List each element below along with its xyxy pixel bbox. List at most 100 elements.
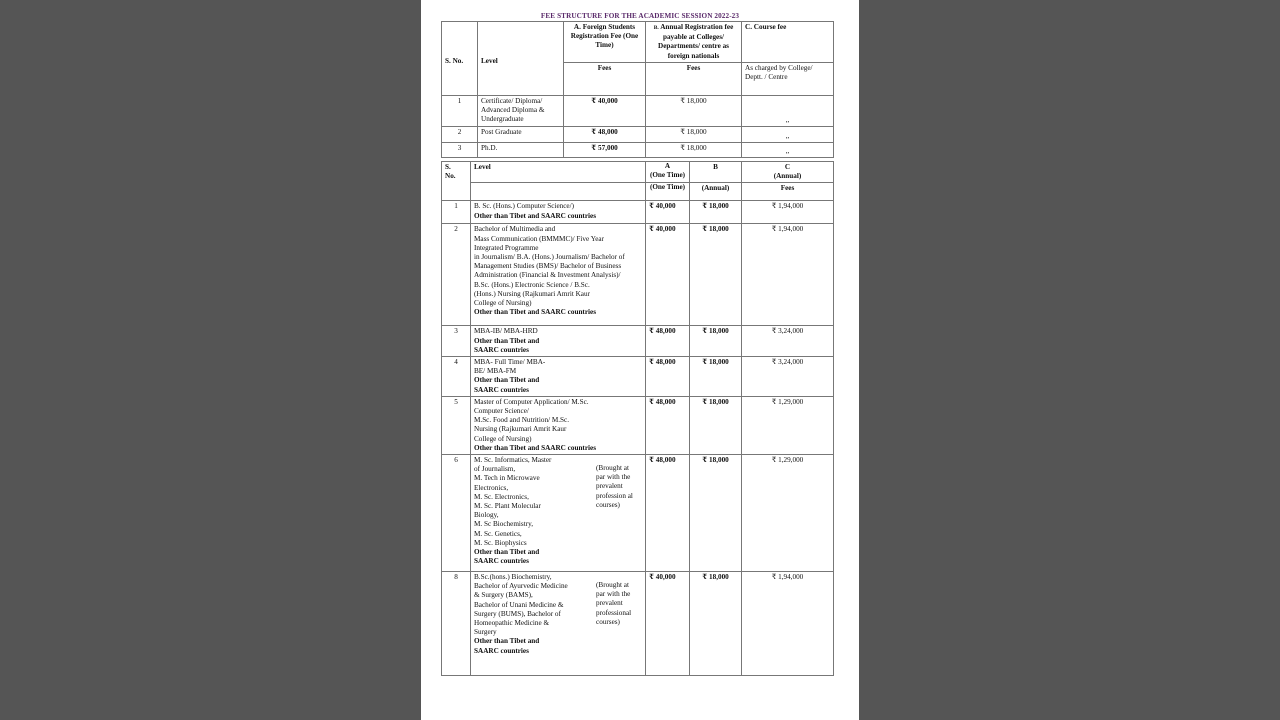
- row-fee-c: ₹ 1,29,000: [741, 454, 834, 573]
- row-fee-c: ₹ 3,24,000: [741, 325, 834, 358]
- row-level-text: B. Sc. (Hons.) Computer Science/): [474, 202, 575, 211]
- row-fee-c: ₹ 1,94,000: [741, 200, 834, 225]
- row-sno: 8: [441, 571, 471, 677]
- row-level: Ph.D.: [477, 142, 564, 158]
- row-sno: 2: [441, 223, 471, 327]
- row-side-note: (Brought at par with the prevalent profe…: [596, 464, 633, 509]
- row-level-text: Master of Computer Application/ M.Sc. Co…: [474, 397, 589, 443]
- row-level-note-bold: Other than Tibet and SAARC countries: [474, 211, 597, 220]
- row-sno: 1: [441, 95, 478, 127]
- row-fee-c: ,,: [741, 95, 834, 127]
- row-level: M. Sc. Informatics, Master of Journalism…: [470, 454, 646, 573]
- header-level: Level: [477, 21, 564, 96]
- row-fee-a: ₹ 40,000: [645, 200, 690, 225]
- header-c-sub: As charged by College/ Deptt. / Centre: [741, 62, 834, 96]
- header-b-text: Annual Registration fee payable at Colle…: [658, 23, 734, 60]
- header-a: A. Foreign Students Registration Fee (On…: [563, 21, 646, 63]
- table-row: 2 Post Graduate ₹ 48,000 ₹ 18,000,,: [441, 126, 834, 143]
- header-a: A (One Time): [645, 160, 690, 184]
- table-row: 1 Certificate/ Diploma/ Advanced Diploma …: [441, 95, 834, 127]
- row-fee-b: ₹ 18,000: [689, 325, 742, 358]
- course-fee-table: S. No. Level A (One Time) B C (Annual) (…: [441, 160, 834, 677]
- row-sno: 3: [441, 325, 471, 358]
- row-fee-c: ₹ 1,29,000: [741, 395, 834, 456]
- header-b-prefix: B.: [653, 25, 659, 31]
- header-level: Level: [470, 160, 646, 184]
- header-level-empty: [470, 182, 646, 202]
- table-row: 6 M. Sc. Informatics, Master of Journalis…: [441, 454, 834, 573]
- row-fee-a: ₹ 40,000: [645, 571, 690, 677]
- fee-summary-table: S. No. Level A. Foreign Students Registr…: [441, 21, 834, 158]
- row-level-text: M. Sc. Informatics, Master of Journalism…: [474, 456, 552, 547]
- row-fee-c: ₹ 1,94,000: [741, 571, 834, 677]
- header-sno: S. No.: [441, 21, 478, 96]
- dimmed-background-left: [0, 0, 421, 720]
- table-row: 1 B. Sc. (Hons.) Computer Science/) Other …: [441, 200, 834, 225]
- row-level: Master of Computer Application/ M.Sc. Co…: [470, 395, 646, 456]
- row-level: MBA-IB/ MBA-HRD Other than Tibet and SAAR…: [470, 325, 646, 358]
- row-fee-a: ₹ 57,000: [563, 142, 646, 158]
- row-sno: 6: [441, 454, 471, 573]
- row-fee-c: ₹ 3,24,000: [741, 356, 834, 397]
- row-fee-a: ₹ 48,000: [563, 126, 646, 143]
- document-title: FEE STRUCTURE FOR THE ACADEMIC SESSION 2…: [540, 12, 740, 20]
- row-level-text: B.Sc.(hons.) Biochemistry, Bachelor of A…: [474, 573, 568, 637]
- row-level: MBA- Full Time/ MBA- BE/ MBA-FM Other tha…: [470, 356, 646, 397]
- row-fee-a: ₹ 48,000: [645, 395, 690, 456]
- header-c: C. Course fee: [741, 21, 834, 63]
- row-fee-a: ₹ 40,000: [645, 223, 690, 327]
- row-level-text: Bachelor of Multimedia and Mass Communic…: [474, 225, 625, 308]
- table-row: 5 Master of Computer Application/ M.Sc. C…: [441, 395, 834, 456]
- row-level-note-bold: Other than Tibet and SAARC countries: [474, 336, 540, 354]
- row-level: Bachelor of Multimedia and Mass Communic…: [470, 223, 646, 327]
- row-side-note: (Brought at par with the prevalent profe…: [596, 581, 632, 626]
- row-fee-c: ,,: [741, 126, 834, 143]
- row-level-note-bold: Other than Tibet and SAARC countries: [474, 637, 540, 655]
- row-sno: 5: [441, 395, 471, 456]
- table-row: 2 Bachelor of Multimedia and Mass Communi…: [441, 223, 834, 327]
- row-fee-b: ₹ 18,000: [689, 200, 742, 225]
- row-fee-a: ₹ 48,000: [645, 325, 690, 358]
- table-row: 3 MBA-IB/ MBA-HRD Other than Tibet and SAA…: [441, 325, 834, 358]
- header-a-sub: Fees: [563, 62, 646, 96]
- header-b: B. Annual Registration fee payable at Co…: [645, 21, 742, 63]
- row-level: B.Sc.(hons.) Biochemistry, Bachelor of A…: [470, 571, 646, 677]
- row-fee-a: ₹ 48,000: [645, 356, 690, 397]
- row-fee-a: ₹ 48,000: [645, 454, 690, 573]
- row-level-text: MBA-IB/ MBA-HRD: [474, 327, 538, 336]
- header-b-sub: (Annual): [689, 182, 742, 202]
- row-fee-b: ₹ 18,000: [689, 395, 742, 456]
- row-level-note-bold: Other than Tibet and SAARC countries: [474, 376, 540, 394]
- header-c-sub: Fees: [741, 182, 834, 202]
- row-level-note-bold: Other than Tibet and SAARC countries: [474, 308, 597, 317]
- row-sno: 4: [441, 356, 471, 397]
- row-sno: 2: [441, 126, 478, 143]
- row-fee-c: ,,: [741, 142, 834, 158]
- row-sno: 3: [441, 142, 478, 158]
- row-level-note-bold: Other than Tibet and SAARC countries: [474, 548, 540, 566]
- header-b: B: [689, 160, 742, 184]
- row-fee-b: ₹ 18,000: [689, 571, 742, 677]
- row-level: Post Graduate: [477, 126, 564, 143]
- header-c: C (Annual): [741, 160, 834, 184]
- row-fee-a: ₹ 40,000: [563, 95, 646, 127]
- row-level-text: MBA- Full Time/ MBA- BE/ MBA-FM: [474, 358, 546, 376]
- row-fee-b: ₹ 18,000: [689, 356, 742, 397]
- table-row: 3 Ph.D. ₹ 57,000 ₹ 18,000,,: [441, 142, 834, 158]
- dimmed-background-right: [859, 0, 1280, 720]
- document-page: FEE STRUCTURE FOR THE ACADEMIC SESSION 2…: [421, 0, 859, 720]
- row-fee-b: ₹ 18,000: [645, 142, 742, 158]
- header-sno: S. No.: [441, 160, 471, 202]
- row-fee-b: ₹ 18,000: [689, 223, 742, 327]
- row-fee-b: ₹ 18,000: [645, 95, 742, 127]
- table-row: 8 B.Sc.(hons.) Biochemistry, Bachelor of …: [441, 571, 834, 677]
- row-level-note-bold: Other than Tibet and SAARC countries: [474, 443, 597, 452]
- header-a-sub: (One Time): [645, 182, 690, 202]
- row-fee-b: ₹ 18,000: [689, 454, 742, 573]
- row-sno: 1: [441, 200, 471, 225]
- row-fee-c: ₹ 1,94,000: [741, 223, 834, 327]
- table-row: 4 MBA- Full Time/ MBA- BE/ MBA-FM Other th…: [441, 356, 834, 397]
- header-b-sub: Fees: [645, 62, 742, 96]
- row-level: B. Sc. (Hons.) Computer Science/) Other t…: [470, 200, 646, 225]
